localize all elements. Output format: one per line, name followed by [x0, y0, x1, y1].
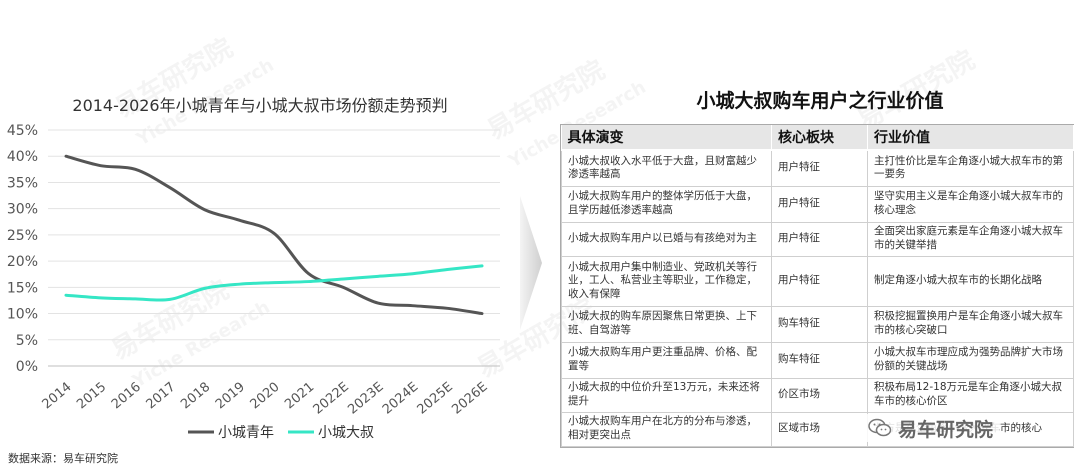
table-row: 小城大叔的购车原因聚焦日常更换、上下班、自驾游等 购车特征 积极挖掘置换用户是车…: [561, 305, 1074, 343]
column-header-block: 核心板块: [771, 125, 868, 151]
x-tick-label: 2018: [178, 380, 213, 413]
y-tick-label: 15%: [7, 280, 38, 296]
cell-block: 用户特征: [771, 185, 868, 223]
data-source-note: 数据来源：易车研究院: [8, 452, 118, 465]
x-tick-label: 2026E: [449, 380, 490, 418]
y-tick-label: 35%: [7, 175, 38, 191]
cell-change: 小城大叔收入水平低于大盘，且财富越少渗透率越高: [561, 149, 772, 187]
industry-value-table-container: 具体演变 核心板块 行业价值 小城大叔收入水平低于大盘，且财富越少渗透率越高 用…: [560, 124, 1074, 448]
cell-change: 小城大叔购车用户在北方的分布与渗透，相对更突出点: [561, 411, 772, 447]
cell-block: 购车特征: [771, 305, 868, 343]
brand-badge: 易车研究院: [862, 414, 1000, 442]
cell-change: 小城大叔的中位价升至13万元，未来还将提升: [561, 377, 772, 413]
x-tick-label: 2023E: [345, 380, 386, 418]
brand-name: 易车研究院: [898, 418, 994, 441]
y-tick-label: 0%: [16, 359, 38, 375]
cell-change: 小城大叔购车用户更注重品牌、价格、配置等: [561, 341, 772, 379]
y-tick-label: 30%: [7, 202, 38, 218]
cell-value: 积极布局12-18万元是车企角逐小城大叔车市的核心价区: [867, 377, 1074, 413]
cell-change: 小城大叔用户集中制造业、党政机关等行业，工人、私营业主等职业，工作稳定，收入有保…: [561, 255, 772, 307]
table-row: 小城大叔收入水平低于大盘，且财富越少渗透率越高 用户特征 主打性价比是车企角逐小…: [561, 149, 1074, 187]
x-tick-label: 2014: [40, 380, 75, 413]
column-header-change: 具体演变: [561, 125, 772, 151]
cell-value: 小城大叔车市理应成为强势品牌扩大市场份额的关键战场: [867, 341, 1074, 379]
cell-change: 小城大叔的购车原因聚焦日常更换、上下班、自驾游等: [561, 305, 772, 343]
cell-block: 区域市场: [771, 411, 868, 447]
table-row: 小城大叔的中位价升至13万元，未来还将提升 价区市场 积极布局12-18万元是车…: [561, 377, 1074, 413]
y-tick-label: 45%: [7, 123, 38, 139]
x-tick-label: 2019: [213, 380, 248, 413]
line-chart: 0%5%10%15%20%25%30%35%40%45% 2014 2015 201…: [7, 123, 500, 441]
cell-value: 主打性价比是车企角逐小城大叔车市的第一要务: [867, 149, 1074, 187]
table-row: 小城大叔购车用户更注重品牌、价格、配置等 购车特征 小城大叔车市理应成为强势品牌…: [561, 341, 1074, 379]
wechat-icon: [868, 418, 892, 437]
y-tick-label: 40%: [7, 149, 38, 165]
table-title: 小城大叔购车用户之行业价值: [696, 90, 944, 112]
legend-label: 小城青年: [218, 425, 274, 441]
cell-value: 全面突出家庭元素是车企角逐小城大叔车市的关键举措: [867, 221, 1074, 257]
x-tick-label: 2022E: [311, 380, 352, 418]
series-line-1: [64, 154, 484, 316]
table-row: 小城大叔购车用户的整体学历低于大盘，且学历越低渗透率越高 用户特征 坚守实用主义…: [561, 185, 1074, 223]
cell-block: 价区市场: [771, 377, 868, 413]
y-tick-label: 5%: [16, 333, 38, 349]
cell-block: 用户特征: [771, 255, 868, 307]
cell-block: 购车特征: [771, 341, 868, 379]
x-tick-label: 2016: [109, 380, 144, 413]
series-line-2: [64, 264, 484, 302]
table-row: 小城大叔购车用户以已婚与有孩绝对为主 用户特征 全面突出家庭元素是车企角逐小城大…: [561, 221, 1074, 257]
x-tick-label: 2015: [74, 380, 109, 413]
cell-change: 小城大叔购车用户的整体学历低于大盘，且学历越低渗透率越高: [561, 185, 772, 223]
cell-block: 用户特征: [771, 221, 868, 257]
table-header-row: 具体演变 核心板块 行业价值: [561, 125, 1074, 151]
arrow-divider: [520, 196, 542, 330]
chart-title: 2014-2026年小城青年与小城大叔市场份额走势预判: [72, 96, 448, 115]
cell-change: 小城大叔购车用户以已婚与有孩绝对为主: [561, 221, 772, 257]
cell-block: 用户特征: [771, 149, 868, 187]
y-tick-label: 25%: [7, 228, 38, 244]
y-tick-label: 10%: [7, 307, 38, 323]
cell-value: 坚守实用主义是车企角逐小城大叔车市的核心理念: [867, 185, 1074, 223]
y-tick-label: 20%: [7, 254, 38, 270]
x-tick-label: 2025E: [415, 380, 456, 418]
cell-value: 制定角逐小城大叔车市的长期化战略: [867, 255, 1074, 307]
x-tick-label: 2024E: [380, 380, 421, 418]
industry-value-table: 具体演变 核心板块 行业价值 小城大叔收入水平低于大盘，且财富越少渗透率越高 用…: [561, 125, 1074, 447]
table-row: 小城大叔用户集中制造业、党政机关等行业，工人、私营业主等职业，工作稳定，收入有保…: [561, 255, 1074, 307]
x-tick-label: 2020: [248, 380, 283, 413]
legend-label: 小城大叔: [318, 425, 374, 441]
column-header-value: 行业价值: [867, 125, 1074, 151]
cell-value: 积极挖掘置换用户是车企角逐小城大叔车市的核心突破口: [867, 305, 1074, 343]
x-tick-label: 2017: [144, 380, 179, 413]
